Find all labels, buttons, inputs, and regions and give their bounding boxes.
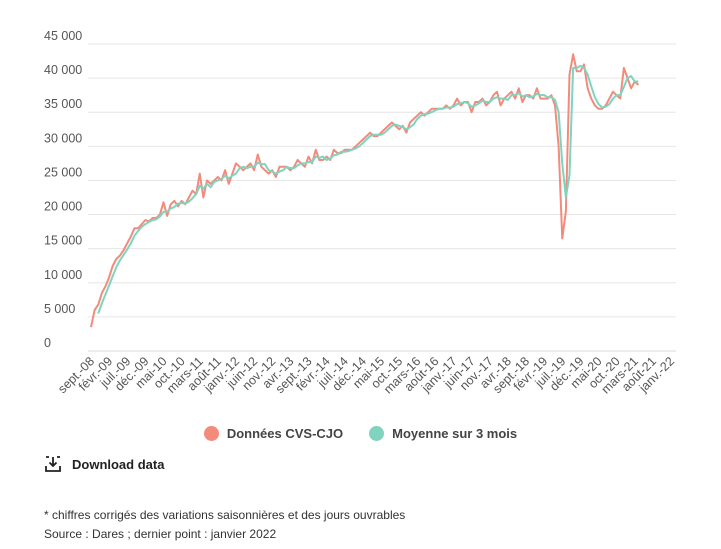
download-label: Download data <box>72 456 165 472</box>
series-line-moyenne[interactable] <box>97 64 639 314</box>
legend-marker-moyenne <box>369 426 385 441</box>
y-tick-label: 25 000 <box>44 165 82 179</box>
y-tick-label: 45 000 <box>44 29 82 43</box>
footnote-note: * chiffres corrigés des variations saiso… <box>44 508 406 522</box>
footnote-source: Source : Dares ; dernier point : janvier… <box>44 527 277 541</box>
legend-marker-donnees <box>203 426 219 441</box>
legend-item-moyenne[interactable]: Moyenne sur 3 mois <box>369 426 517 441</box>
legend: Données CVS-CJO Moyenne sur 3 mois <box>0 426 721 441</box>
y-tick-label: 20 000 <box>44 200 82 214</box>
y-tick-label: 15 000 <box>44 234 82 248</box>
legend-label-moyenne: Moyenne sur 3 mois <box>392 426 518 441</box>
legend-label-donnees: Données CVS-CJO <box>226 426 344 441</box>
series-line-donnees[interactable] <box>90 53 640 328</box>
y-tick-label: 30 000 <box>44 131 82 145</box>
y-tick-label: 0 <box>44 336 51 350</box>
grid-lines <box>88 43 676 352</box>
download-data-button[interactable]: Download data <box>44 455 164 473</box>
x-axis: sept.-08févr.-09juil.-09déc.-09mai-10oct… <box>55 354 677 396</box>
y-tick-label: 35 000 <box>44 97 82 111</box>
legend-item-donnees[interactable]: Données CVS-CJO <box>203 426 344 441</box>
y-axis: 0 5 000 10 000 15 000 20 000 25 000 30 000 35 0… <box>44 29 82 350</box>
y-tick-label: 10 000 <box>44 268 82 282</box>
series-lines <box>90 53 640 328</box>
download-icon <box>44 455 62 473</box>
line-chart: 0 5 000 10 000 15 000 20 000 25 000 30 000 35 0… <box>44 29 677 397</box>
y-tick-label: 40 000 <box>44 63 82 77</box>
y-tick-label: 5 000 <box>44 302 75 316</box>
